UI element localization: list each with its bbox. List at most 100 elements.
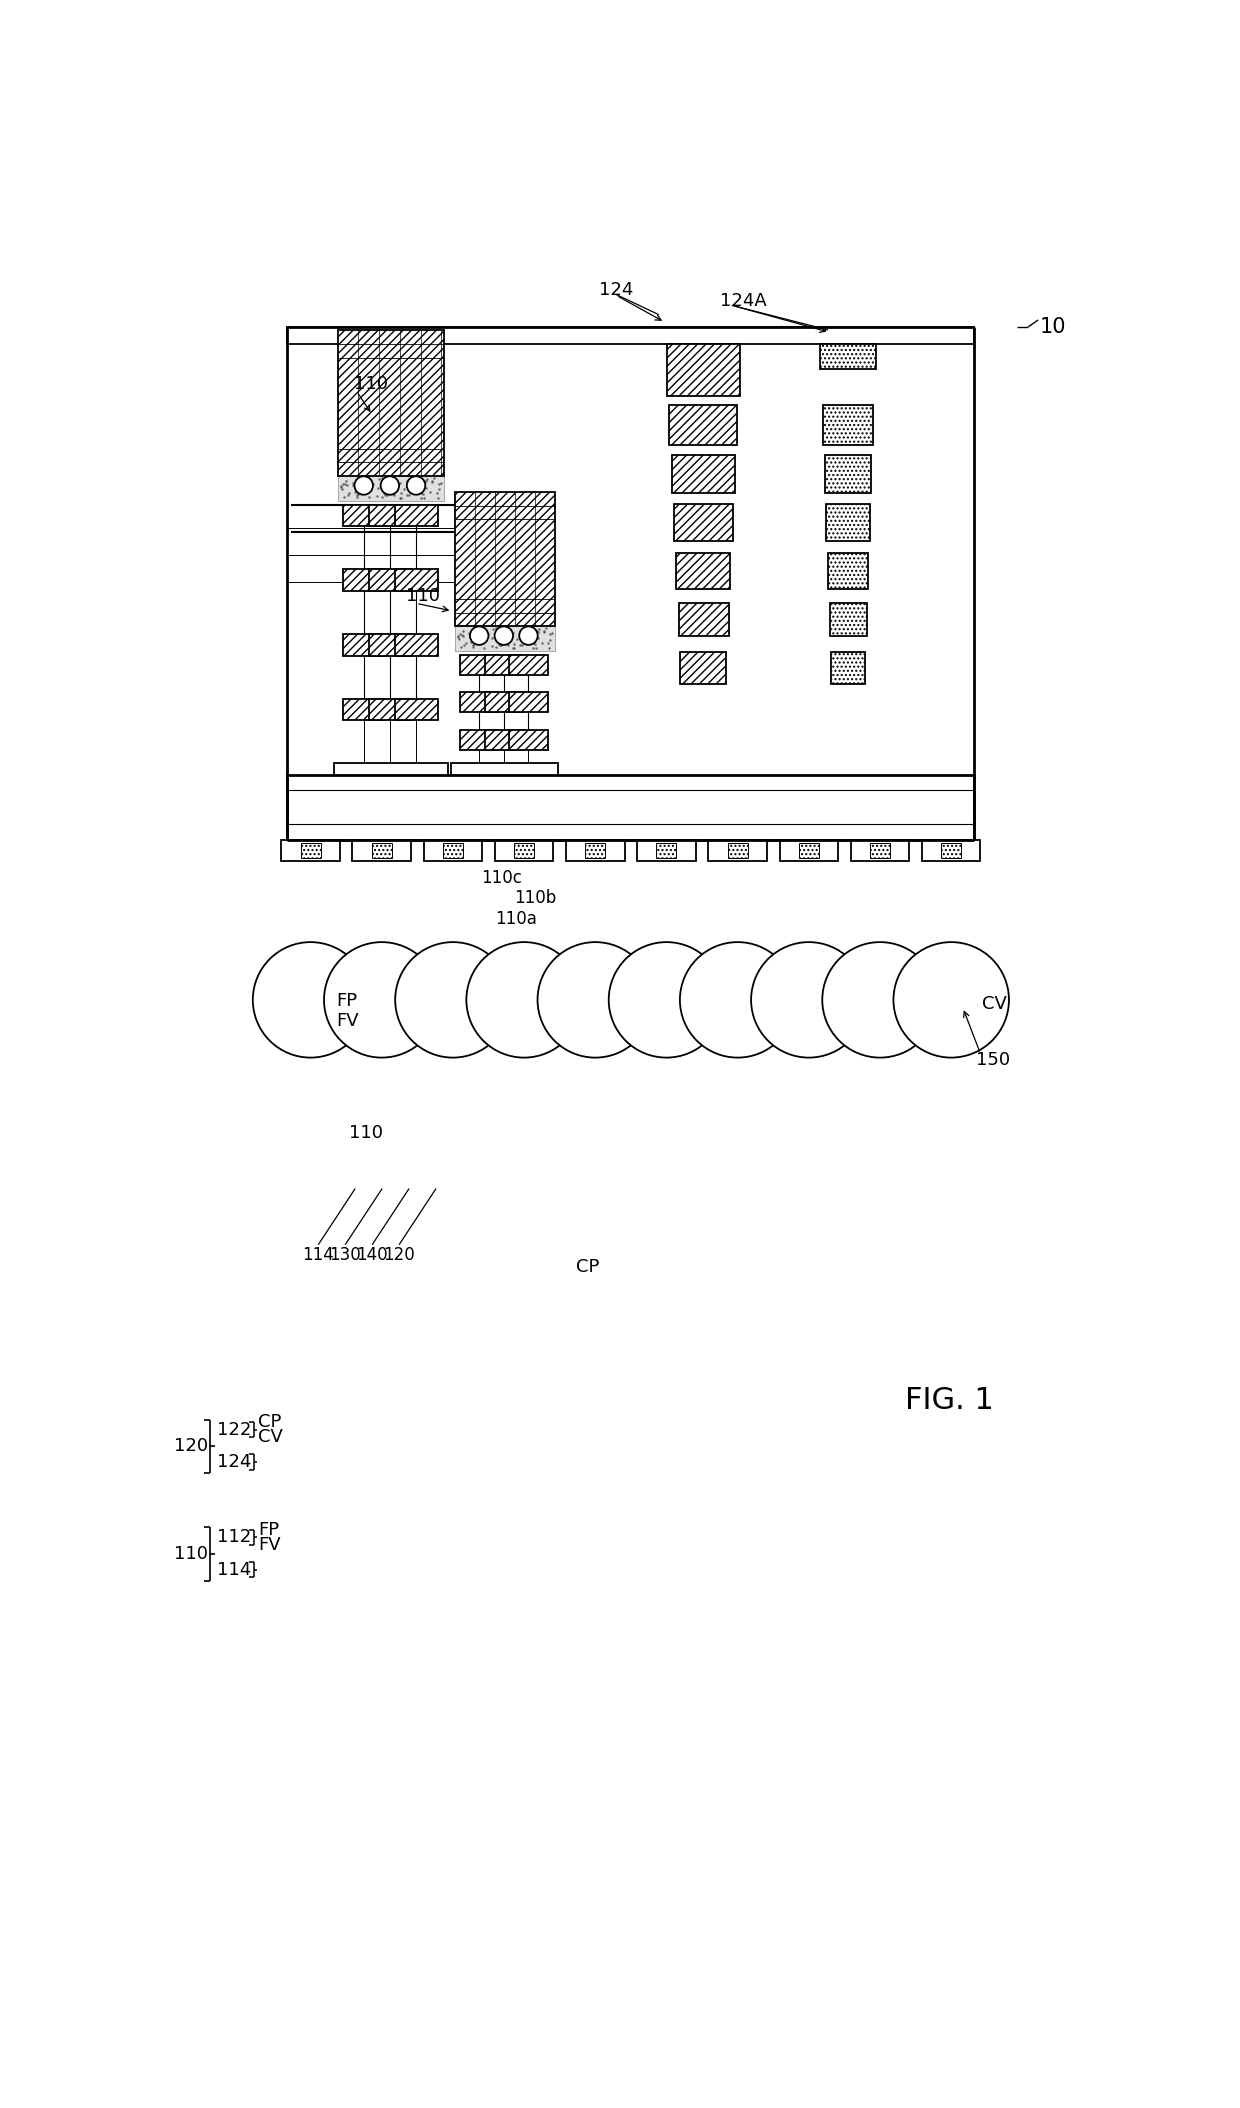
Text: 150: 150 xyxy=(976,1052,1009,1069)
Text: 110: 110 xyxy=(405,586,440,605)
Circle shape xyxy=(407,476,425,495)
Bar xyxy=(460,691,498,713)
Bar xyxy=(370,635,412,656)
Bar xyxy=(637,839,696,862)
Circle shape xyxy=(609,942,724,1058)
Circle shape xyxy=(470,626,489,645)
Bar xyxy=(300,843,321,858)
Bar xyxy=(343,698,386,721)
Bar xyxy=(870,843,890,858)
Text: FIG. 1: FIG. 1 xyxy=(905,1385,994,1414)
Bar xyxy=(455,491,554,626)
Bar xyxy=(565,839,625,862)
Circle shape xyxy=(381,476,399,495)
Bar xyxy=(288,776,975,839)
Bar xyxy=(831,651,866,685)
Text: 124: 124 xyxy=(217,1452,250,1471)
Bar xyxy=(343,504,386,527)
Bar xyxy=(495,839,553,862)
Text: 110: 110 xyxy=(174,1545,207,1564)
Bar xyxy=(334,763,448,776)
Bar xyxy=(675,504,733,542)
Bar xyxy=(510,656,548,675)
Circle shape xyxy=(894,942,1009,1058)
Text: CP: CP xyxy=(577,1258,599,1275)
Circle shape xyxy=(355,476,373,495)
Text: 124: 124 xyxy=(599,280,634,299)
Bar xyxy=(821,344,875,369)
Bar xyxy=(343,635,386,656)
Bar xyxy=(672,455,735,493)
Bar xyxy=(460,656,498,675)
Bar xyxy=(510,691,548,713)
Bar xyxy=(372,843,392,858)
Bar xyxy=(396,698,438,721)
Circle shape xyxy=(495,626,513,645)
Circle shape xyxy=(822,942,937,1058)
Circle shape xyxy=(520,626,538,645)
Text: 110b: 110b xyxy=(513,890,556,906)
Text: 120: 120 xyxy=(383,1246,415,1265)
Circle shape xyxy=(324,942,439,1058)
Circle shape xyxy=(751,942,867,1058)
Bar xyxy=(708,839,766,862)
Text: 120: 120 xyxy=(174,1438,207,1455)
Bar xyxy=(728,843,748,858)
Bar xyxy=(921,839,981,862)
Text: 114: 114 xyxy=(217,1560,250,1579)
Circle shape xyxy=(537,942,653,1058)
Bar xyxy=(585,843,605,858)
Text: 110a: 110a xyxy=(495,911,537,928)
Bar xyxy=(678,603,729,637)
Bar xyxy=(337,476,444,502)
Text: FV: FV xyxy=(337,1012,360,1031)
Bar xyxy=(515,843,534,858)
Circle shape xyxy=(396,942,511,1058)
Text: 10: 10 xyxy=(1040,316,1066,337)
Bar xyxy=(485,729,523,750)
Text: CV: CV xyxy=(982,995,1007,1012)
Bar xyxy=(370,698,412,721)
Text: 110c: 110c xyxy=(481,868,522,887)
Circle shape xyxy=(680,942,795,1058)
Bar xyxy=(485,656,523,675)
Bar xyxy=(823,405,873,445)
Bar xyxy=(450,763,558,776)
Bar xyxy=(676,552,730,588)
Bar xyxy=(799,843,818,858)
Text: CV: CV xyxy=(258,1429,283,1446)
Bar xyxy=(825,455,872,493)
Bar xyxy=(460,729,498,750)
Bar xyxy=(396,569,438,590)
Text: 114: 114 xyxy=(303,1246,334,1265)
Bar xyxy=(370,569,412,590)
Bar xyxy=(780,839,838,862)
Bar xyxy=(343,569,386,590)
Bar xyxy=(485,691,523,713)
Bar xyxy=(288,327,975,344)
Circle shape xyxy=(466,942,582,1058)
Bar xyxy=(667,344,740,396)
Bar xyxy=(681,651,727,685)
Bar xyxy=(443,843,463,858)
Bar xyxy=(828,552,868,588)
Bar xyxy=(941,843,961,858)
Bar xyxy=(851,839,909,862)
Bar xyxy=(396,635,438,656)
Bar xyxy=(670,405,737,445)
Bar xyxy=(510,729,548,750)
Circle shape xyxy=(253,942,368,1058)
Text: 140: 140 xyxy=(356,1246,388,1265)
Bar xyxy=(455,626,554,651)
Text: 130: 130 xyxy=(330,1246,361,1265)
Text: 124A: 124A xyxy=(720,291,768,310)
Bar xyxy=(337,331,444,476)
Text: 110: 110 xyxy=(350,1124,383,1143)
Text: 112: 112 xyxy=(217,1528,250,1547)
Text: FP: FP xyxy=(337,993,358,1010)
Bar xyxy=(830,603,867,637)
Bar xyxy=(352,839,410,862)
Bar xyxy=(424,839,482,862)
Bar xyxy=(396,504,438,527)
Text: 122: 122 xyxy=(217,1421,250,1438)
